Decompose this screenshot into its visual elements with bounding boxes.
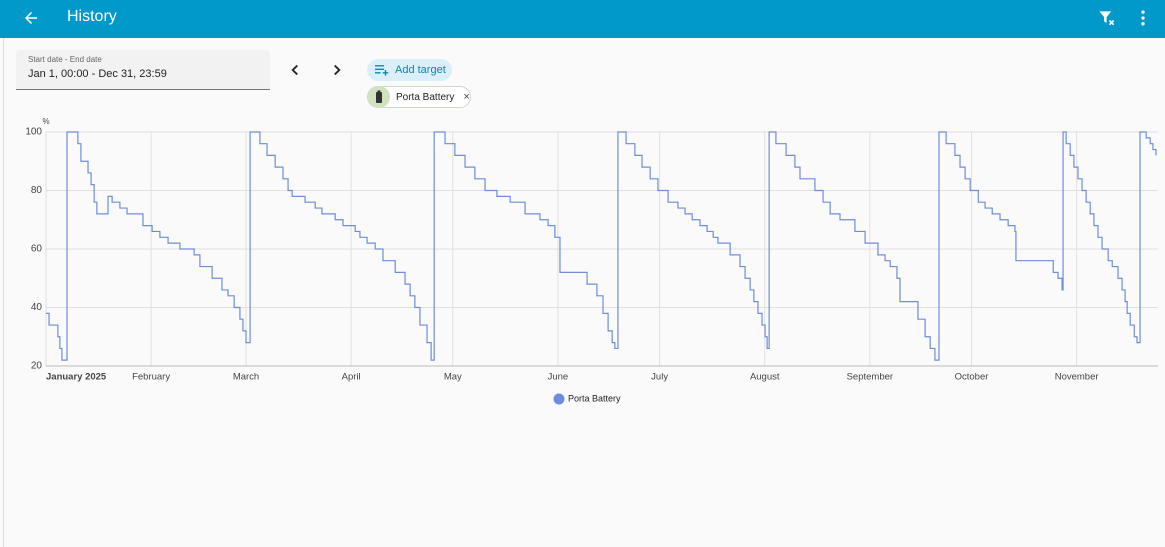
page-title: History [67, 8, 117, 25]
x-tick-label: August [750, 372, 780, 383]
x-tick-label: September [847, 372, 893, 383]
x-tick-label: April [342, 372, 361, 383]
date-label: Start date - End date [28, 55, 102, 64]
y-tick-label: 40 [31, 302, 43, 313]
x-tick-label: October [955, 372, 989, 383]
chart: % 20 40 60 80 100 January 2025 February March Apr… [25, 117, 1158, 405]
add-icon [375, 65, 389, 76]
date-picker[interactable]: Start date - End date Jan 1, 00:00 - Dec… [16, 50, 270, 90]
target-label: Porta Battery [396, 91, 455, 103]
x-tick-label: May [444, 372, 462, 383]
divider [3, 38, 4, 547]
x-tick-label: January 2025 [46, 372, 107, 383]
series-line [46, 131, 1157, 361]
remove-target[interactable]: × [463, 91, 470, 103]
x-tick-label: February [132, 372, 170, 383]
x-tick-label: November [1055, 372, 1099, 383]
y-tick-label: 60 [31, 244, 43, 255]
add-target-button[interactable]: Add target [367, 59, 452, 81]
back-button[interactable] [22, 9, 40, 27]
y-axis-label: % [42, 117, 49, 126]
next-button[interactable] [328, 61, 346, 79]
y-tick-label: 100 [25, 127, 42, 138]
menu-button[interactable] [1133, 8, 1153, 28]
x-tick-label: March [233, 372, 259, 383]
y-tick-label: 20 [31, 361, 43, 372]
add-target-label: Add target [395, 64, 446, 76]
prev-button[interactable] [286, 61, 304, 79]
clear-filter-button[interactable] [1097, 8, 1117, 28]
y-tick-label: 80 [31, 185, 43, 196]
top-bar: History [0, 0, 1165, 38]
x-tick-label: July [651, 372, 668, 383]
date-value: Jan 1, 00:00 - Dec 31, 23:59 [28, 68, 167, 80]
x-tick-label: June [548, 372, 569, 383]
legend-label: Porta Battery [568, 393, 621, 403]
battery-icon [368, 86, 390, 108]
target-chip: Porta Battery × [367, 86, 471, 108]
legend-marker [553, 393, 565, 405]
